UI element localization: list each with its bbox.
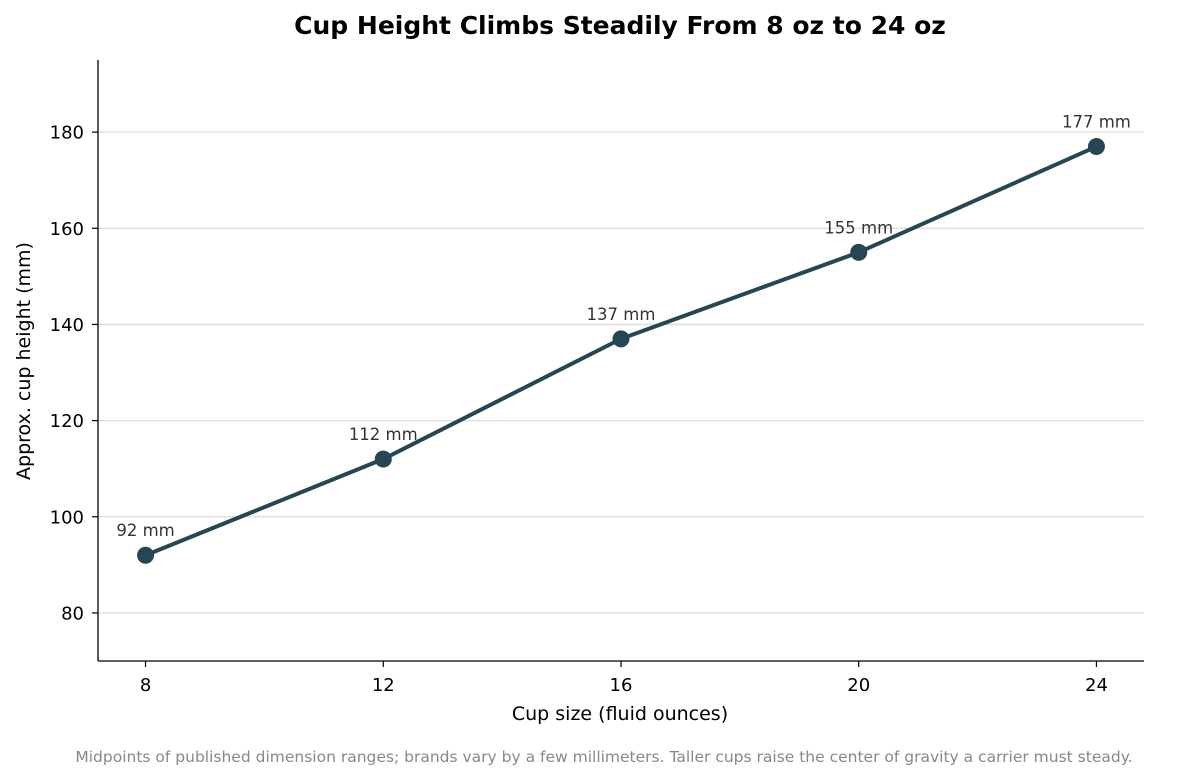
chart-caption: Midpoints of published dimension ranges;…	[75, 748, 1132, 766]
y-tick-label: 120	[50, 411, 84, 432]
grid-lines	[98, 131, 1144, 614]
y-axis-label: Approx. cup height (mm)	[13, 242, 35, 480]
y-tick-label: 160	[50, 219, 84, 240]
data-labels: 92 mm 112 mm 137 mm 155 mm 177 mm	[116, 113, 1131, 541]
tick-labels: 80 100 120 140 160 180 8 12 16 20 24	[50, 123, 1108, 696]
x-tick-label: 24	[1085, 675, 1108, 696]
x-tick-label: 16	[610, 675, 633, 696]
y-tick-label: 100	[50, 507, 84, 528]
data-point	[374, 450, 392, 468]
data-label: 137 mm	[587, 305, 656, 324]
data-point	[1087, 138, 1105, 156]
x-tick-label: 8	[140, 675, 151, 696]
x-tick-label: 20	[847, 675, 870, 696]
chart-title: Cup Height Climbs Steadily From 8 oz to …	[294, 11, 946, 40]
y-tick-label: 140	[50, 315, 84, 336]
data-point	[850, 243, 868, 261]
series	[137, 138, 1105, 564]
data-label: 112 mm	[349, 425, 418, 444]
series-line	[143, 144, 1099, 558]
axes	[97, 60, 1144, 662]
data-point	[612, 330, 630, 348]
y-tick-label: 180	[50, 123, 84, 144]
y-tick-label: 80	[61, 603, 84, 624]
x-tick-label: 12	[372, 675, 395, 696]
data-label: 155 mm	[824, 218, 893, 237]
data-point	[137, 546, 155, 564]
x-axis-label: Cup size (fluid ounces)	[512, 703, 728, 725]
data-label: 92 mm	[116, 521, 174, 540]
data-label: 177 mm	[1062, 113, 1131, 132]
